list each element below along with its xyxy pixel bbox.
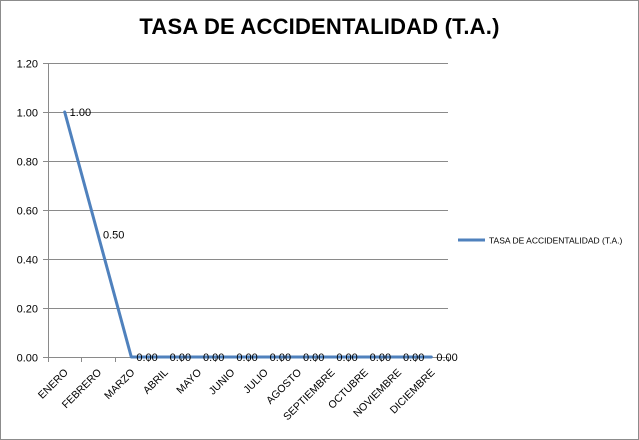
y-tick-label: 0.80 [17, 157, 38, 169]
data-label: 0.00 [203, 352, 224, 364]
x-tick-label: ABRIL [141, 367, 171, 397]
y-tick-label: 0.60 [17, 206, 38, 218]
data-label: 0.00 [136, 352, 157, 364]
data-labels: 1.00 0.50 0.00 0.00 0.00 0.00 0.00 0.00 0.00 0.00… [70, 107, 458, 364]
series-lines [63, 110, 433, 359]
data-label: 0.00 [170, 352, 191, 364]
legend-label: TASA DE ACCIDENTALIDAD (T.A.) [489, 236, 623, 246]
x-tick-label: MAYO [174, 367, 204, 397]
x-tick-label: JUNIO [207, 367, 238, 398]
y-tick-label: 0.00 [17, 353, 38, 365]
y-tick-label: 1.20 [17, 59, 38, 71]
chart-title: TASA DE ACCIDENTALIDAD (T.A.) [139, 14, 500, 39]
data-label: 0.00 [303, 352, 324, 364]
gridlines [48, 63, 448, 309]
data-label: 1.00 [70, 107, 91, 119]
x-tick-label: JULIO [241, 367, 271, 397]
data-label: 0.50 [103, 230, 124, 242]
y-tick-label: 1.00 [17, 108, 38, 120]
y-tick-label: 0.40 [17, 255, 38, 267]
data-label: 0.00 [336, 352, 357, 364]
data-label: 0.00 [436, 352, 457, 364]
data-label: 0.00 [270, 352, 291, 364]
y-tick-labels: 0.00 0.20 0.40 0.60 0.80 1.00 1.20 [17, 59, 38, 365]
x-tick-label: MARZO [102, 367, 137, 402]
y-tick-label: 0.20 [17, 304, 38, 316]
data-label: 0.00 [403, 352, 424, 364]
series-line [63, 110, 433, 359]
legend: TASA DE ACCIDENTALIDAD (T.A.) [458, 236, 623, 246]
data-label: 0.00 [236, 352, 257, 364]
axes [43, 63, 449, 362]
data-label: 0.00 [370, 352, 391, 364]
